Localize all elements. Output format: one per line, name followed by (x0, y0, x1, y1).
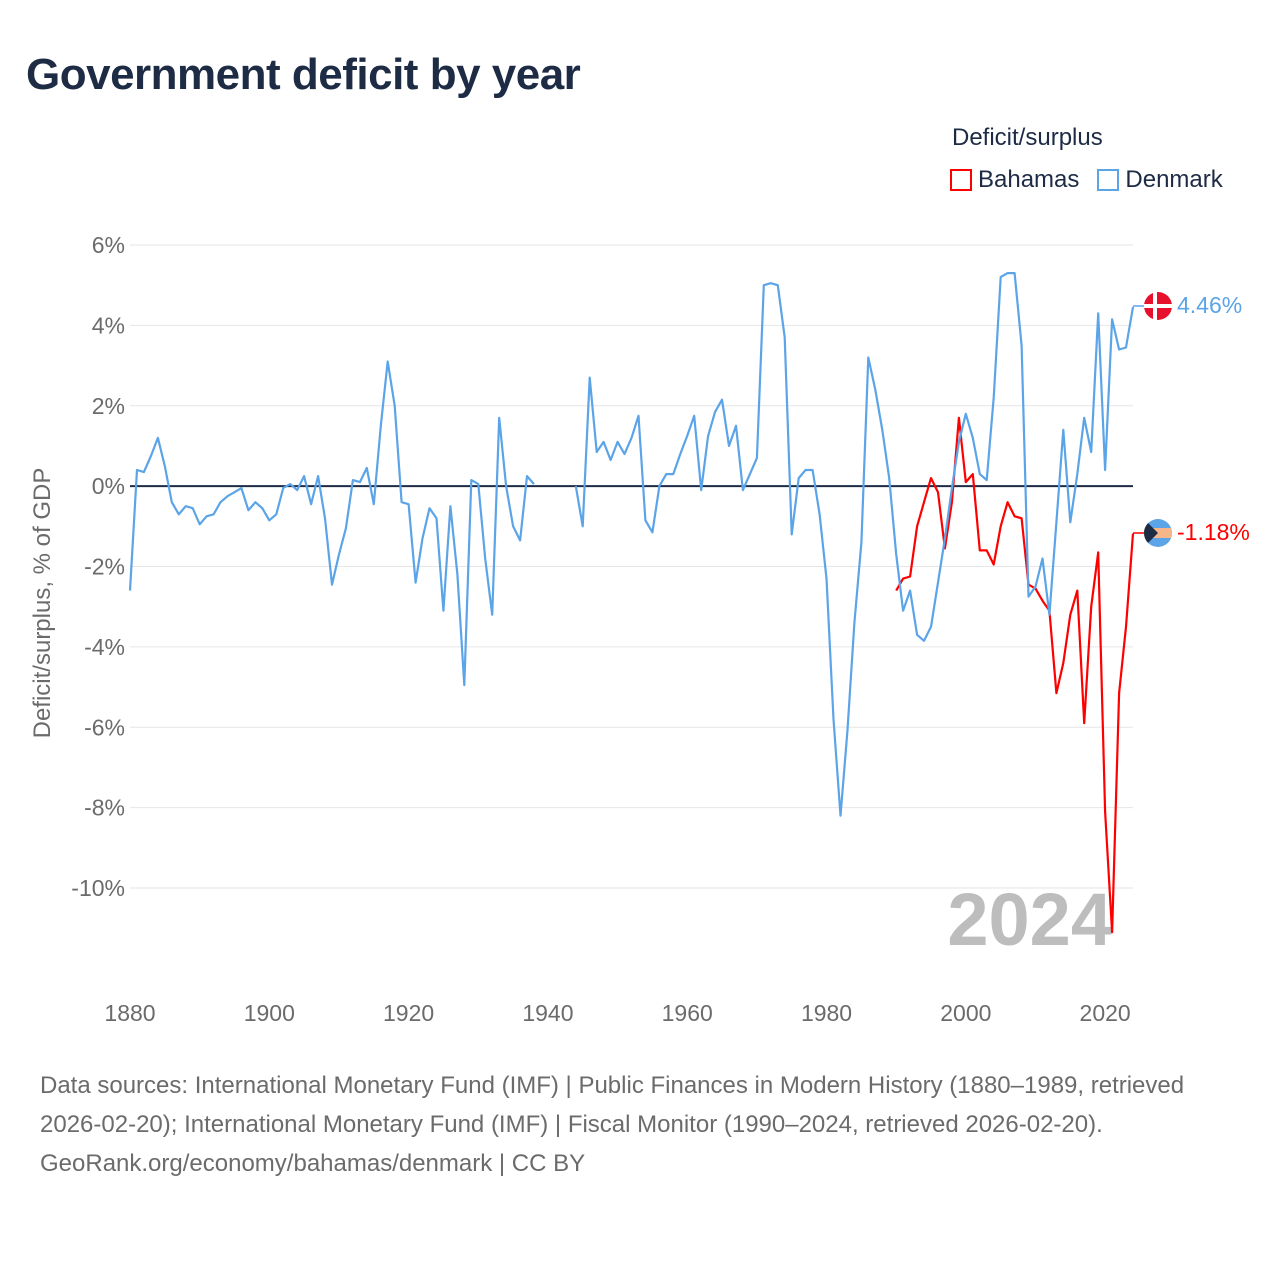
x-tick-label: 1960 (662, 1000, 713, 1026)
series-lines (128, 272, 1135, 934)
legend-swatch-denmark (1097, 169, 1120, 191)
y-axis-ticks: 6% 4% 2% 0% -2% -4% -6% -8% -10% (71, 232, 125, 901)
footer: Data sources: International Monetary Fun… (40, 1066, 1240, 1183)
x-tick-label: 2020 (1080, 1000, 1131, 1026)
legend-label-bahamas: Bahamas (978, 166, 1080, 193)
series-line-denmark[interactable] (128, 272, 1135, 817)
chart-title: Government deficit by year (26, 50, 581, 99)
denmark-flag-icon (1144, 292, 1172, 320)
y-tick-label: 6% (92, 232, 125, 258)
y-tick-label: 4% (92, 312, 125, 338)
y-axis-title: Deficit/surplus, % of GDP (29, 468, 56, 739)
x-tick-label: 1880 (104, 1000, 155, 1026)
y-tick-label: -8% (84, 795, 125, 821)
y-tick-label: -4% (84, 634, 125, 660)
y-tick-label: -6% (84, 714, 125, 740)
legend-swatch-bahamas (950, 169, 972, 191)
denmark-end-marker: 4.46% (1133, 292, 1242, 320)
year-watermark: 2024 (947, 878, 1112, 961)
credit-link[interactable]: GeoRank.org/economy/bahamas/denmark | CC… (40, 1150, 586, 1177)
bahamas-end-label: -1.18% (1177, 519, 1250, 545)
bahamas-flag-icon (1144, 519, 1172, 547)
legend-item-bahamas[interactable]: Bahamas (950, 166, 1079, 194)
bahamas-end-marker: -1.18% (1133, 519, 1250, 547)
y-tick-label: 0% (92, 473, 125, 499)
x-tick-label: 1940 (522, 1000, 573, 1026)
x-tick-label: 1980 (801, 1000, 852, 1026)
gridlines (130, 244, 1133, 889)
x-axis-ticks: 1880 1900 1920 1940 1960 1980 2000 2020 (104, 1000, 1130, 1026)
data-sources: Data sources: International Monetary Fun… (40, 1072, 1185, 1138)
legend-label-denmark: Denmark (1125, 166, 1223, 193)
x-tick-label: 2000 (940, 1000, 991, 1026)
denmark-end-label: 4.46% (1177, 292, 1242, 318)
legend: Bahamas Denmark (950, 166, 1223, 194)
legend-title: Deficit/surplus (952, 124, 1103, 151)
x-tick-label: 1900 (244, 1000, 295, 1026)
series-line-bahamas[interactable] (895, 416, 1135, 934)
legend-item-denmark[interactable]: Denmark (1097, 166, 1223, 194)
x-tick-label: 1920 (383, 1000, 434, 1026)
y-tick-label: 2% (92, 393, 125, 419)
y-tick-label: -2% (84, 554, 125, 580)
y-tick-label: -10% (71, 875, 125, 901)
